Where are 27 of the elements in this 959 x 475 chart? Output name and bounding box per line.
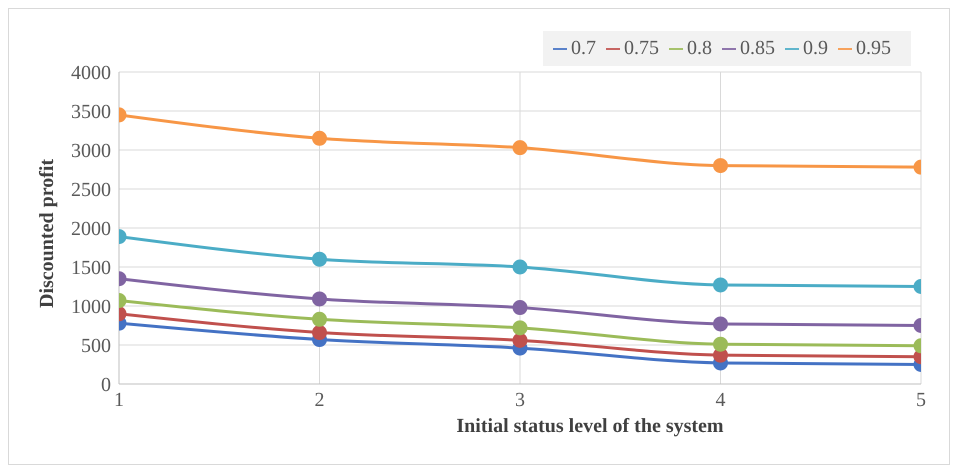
legend-label: 0.8 <box>687 37 712 59</box>
x-tick-label: 5 <box>916 389 926 412</box>
point <box>512 320 528 336</box>
point <box>512 140 528 156</box>
x-axis-title: Initial status level of the system <box>456 415 724 437</box>
legend-label: 0.85 <box>740 37 775 59</box>
point <box>512 260 528 274</box>
point <box>512 332 528 348</box>
x-tick-label: 3 <box>515 389 525 412</box>
y-tick-label: 1000 <box>71 296 111 318</box>
y-axis-title: Discounted profit <box>36 158 58 308</box>
x-tick-label: 1 <box>114 389 124 412</box>
y-tick-label: 500 <box>81 335 111 358</box>
legend-label: 0.75 <box>624 37 659 59</box>
y-tick-label: 3500 <box>71 101 111 124</box>
x-tick-label: 2 <box>314 389 324 412</box>
y-tick-label: 3000 <box>71 140 111 162</box>
y-tick-label: 4000 <box>71 62 111 84</box>
y-tick-label: 2000 <box>71 218 111 240</box>
legend-label: 0.95 <box>856 37 891 59</box>
y-tick-label: 0 <box>101 374 111 396</box>
y-tick-label: 1500 <box>71 257 111 280</box>
x-tick-label: 4 <box>716 389 726 412</box>
legend-label: 0.7 <box>571 37 596 59</box>
legend-label: 0.9 <box>803 37 828 59</box>
y-tick-label: 2500 <box>71 179 111 202</box>
point <box>512 300 528 316</box>
